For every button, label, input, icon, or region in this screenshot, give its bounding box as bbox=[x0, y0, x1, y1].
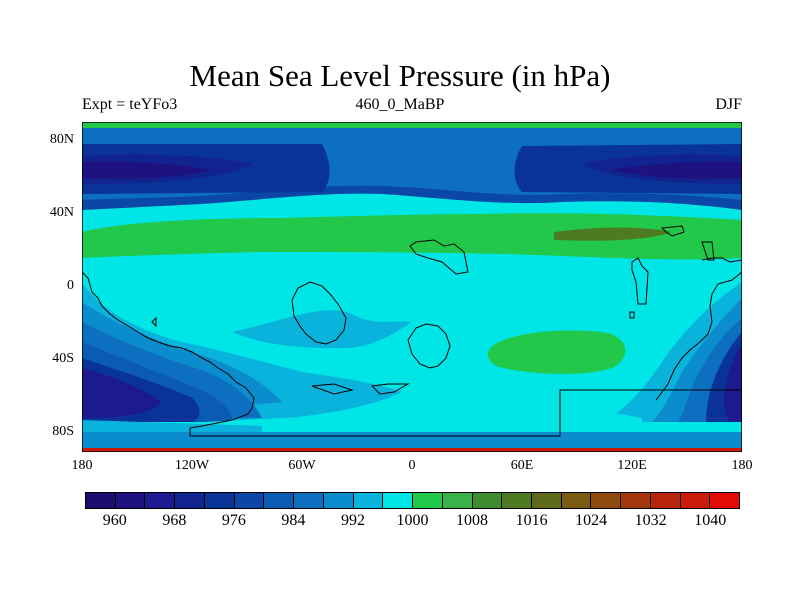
x-tick-label: 60E bbox=[510, 458, 534, 473]
colorbar-swatch bbox=[710, 493, 740, 508]
y-tick-label: 0 bbox=[67, 278, 74, 293]
x-tick-label: 180 bbox=[731, 458, 753, 473]
south-band-6 bbox=[82, 368, 162, 418]
colorbar-label: 976 bbox=[221, 512, 246, 529]
colorbar-swatch bbox=[532, 493, 562, 508]
experiment-label: Expt = teYFo3 bbox=[82, 96, 178, 113]
x-tick-label: 180 bbox=[71, 458, 93, 473]
colorbar-swatch bbox=[561, 493, 592, 508]
colorbar-swatch bbox=[472, 493, 503, 508]
x-tick-label: 120W bbox=[174, 458, 210, 473]
y-tick-label: 40S bbox=[52, 351, 74, 366]
colorbar-swatch bbox=[680, 493, 711, 508]
eq-patch bbox=[232, 310, 412, 349]
colorbar-label: 960 bbox=[102, 512, 127, 529]
colorbar-swatch bbox=[502, 493, 533, 508]
time-label: 460_0_MaBP bbox=[355, 96, 445, 113]
y-tick-label: 80S bbox=[52, 424, 74, 439]
colorbar-label: 1040 bbox=[694, 512, 727, 529]
colorbar-label: 1016 bbox=[515, 512, 548, 529]
colorbar-label: 984 bbox=[281, 512, 306, 529]
colorbar-label: 1032 bbox=[634, 512, 667, 529]
colorbar-label: 968 bbox=[162, 512, 187, 529]
y-tick-label: 80N bbox=[49, 132, 74, 147]
colorbar-swatch bbox=[294, 493, 324, 508]
colorbar-swatch bbox=[204, 493, 235, 508]
colorbar-swatch bbox=[115, 493, 146, 508]
south-band-r5 bbox=[724, 344, 742, 422]
colorbar-swatch bbox=[413, 493, 443, 508]
colorbar-swatch bbox=[353, 493, 384, 508]
colorbar-swatch bbox=[175, 493, 205, 508]
antarctic-blue bbox=[82, 432, 742, 452]
x-tick-label: 120E bbox=[617, 458, 647, 473]
colorbar-swatch bbox=[145, 493, 176, 508]
north-core-4 bbox=[612, 161, 742, 179]
pressure-map bbox=[82, 122, 742, 452]
colorbar-label: 1000 bbox=[396, 512, 429, 529]
north-core-3 bbox=[82, 161, 212, 179]
south-high bbox=[487, 330, 626, 374]
colorbar-swatch bbox=[234, 493, 265, 508]
colorbar-swatch bbox=[650, 493, 681, 508]
north-green-top bbox=[82, 122, 742, 128]
colorbar-swatch bbox=[621, 493, 651, 508]
colorbar-swatch bbox=[442, 493, 473, 508]
colorbar-label: 992 bbox=[340, 512, 365, 529]
colorbar bbox=[85, 492, 740, 509]
colorbar-swatch bbox=[591, 493, 622, 508]
coastlines bbox=[82, 225, 742, 437]
colorbar-label: 1024 bbox=[575, 512, 608, 529]
colorbar-swatch bbox=[264, 493, 295, 508]
x-tick-label: 0 bbox=[408, 458, 416, 473]
y-tick-label: 40N bbox=[49, 205, 74, 220]
colorbar-label: 1008 bbox=[456, 512, 489, 529]
colorbar-swatch bbox=[86, 493, 116, 508]
colorbar-swatch bbox=[323, 493, 354, 508]
x-tick-label: 60W bbox=[288, 458, 316, 473]
chart-title: Mean Sea Level Pressure (in hPa) bbox=[189, 58, 611, 93]
green-belt-dark bbox=[554, 227, 672, 241]
green-belt bbox=[82, 213, 742, 260]
antarctic-red-edge bbox=[82, 448, 742, 452]
colorbar-swatch bbox=[383, 493, 414, 508]
season-label: DJF bbox=[715, 96, 742, 113]
